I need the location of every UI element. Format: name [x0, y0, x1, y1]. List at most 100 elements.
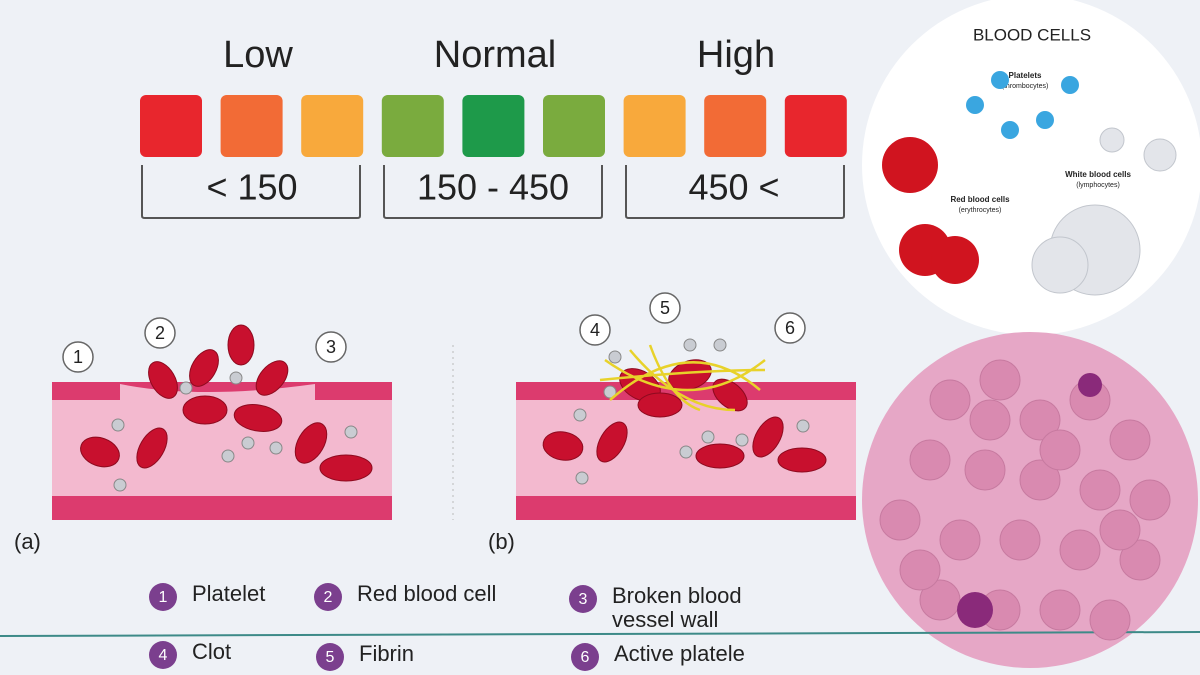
legend-label: Fibrin: [359, 641, 414, 666]
platelet: [113, 478, 127, 492]
red-cell: [695, 443, 745, 469]
white-cell: [1143, 138, 1177, 172]
legend-label: Platelet: [192, 581, 265, 606]
legend-badge: [149, 583, 177, 611]
legend-label: Red blood cell: [357, 581, 496, 606]
callout: [649, 292, 681, 324]
scale-swatch: [623, 95, 686, 157]
panel-label: (b): [488, 529, 515, 554]
red-cell: [189, 349, 219, 387]
platelet: [344, 425, 358, 439]
micrograph-cell: [919, 579, 961, 621]
red-cell: [148, 361, 178, 399]
platelet: [683, 338, 697, 352]
platelet: [608, 350, 622, 364]
legend-label: Clot: [192, 639, 231, 664]
micrograph-wbc: [1078, 373, 1102, 397]
scale-swatch: [301, 95, 364, 157]
red-cell: [596, 421, 628, 463]
micrograph-cell: [899, 549, 941, 591]
callout-number: 6: [785, 318, 795, 338]
platelet: [679, 445, 693, 459]
micrograph-cell: [964, 449, 1006, 491]
red-cell: [542, 431, 584, 461]
platelet: [713, 338, 727, 352]
platelet-icon: [1001, 121, 1019, 139]
legend-badge: [149, 641, 177, 669]
red-cell: [777, 447, 827, 473]
platelet: [179, 381, 193, 395]
platelet: [269, 441, 283, 455]
scale-swatch: [543, 95, 605, 157]
red-cell: [712, 378, 748, 412]
red-cell: [637, 392, 683, 418]
platelet: [796, 419, 810, 433]
inset-label: White blood cells: [1065, 170, 1131, 179]
legend-label: Active platele: [614, 641, 745, 666]
inset-title: BLOOD CELLS: [973, 25, 1091, 44]
callout-number: 5: [660, 298, 670, 318]
micrograph-cell: [1039, 429, 1081, 471]
callout-number: 4: [590, 320, 600, 340]
legend-badge: [314, 583, 342, 611]
range-bracket: [383, 165, 603, 219]
scale-range: 150 - 450: [417, 167, 569, 208]
red-cell: [80, 436, 120, 468]
panel-label: (a): [14, 529, 41, 554]
scale-swatch: [784, 95, 847, 157]
scale-swatch: [140, 95, 202, 157]
micrograph-cell: [1099, 509, 1141, 551]
red-cell: [233, 404, 283, 432]
red-cell: [182, 395, 228, 425]
micrograph-cell: [979, 359, 1021, 401]
micrograph-cell: [1019, 399, 1061, 441]
callout-number: 1: [73, 347, 83, 367]
red-cell: [294, 422, 328, 464]
vessel-a-wall: [52, 496, 392, 520]
platelet: [701, 430, 715, 444]
micrograph-cell: [929, 379, 971, 421]
callout-number: 3: [326, 337, 336, 357]
legend-number: 4: [159, 647, 168, 664]
inset-label: (lymphocytes): [1076, 182, 1120, 189]
platelet: [229, 371, 243, 385]
red-cell: [227, 324, 255, 366]
micrograph-cell: [1109, 419, 1151, 461]
inset-label: (thrombocytes): [1002, 83, 1049, 90]
callout-number: 2: [155, 323, 165, 343]
red-cell: [752, 416, 784, 458]
scale-range: 450 <: [688, 167, 779, 208]
rule: [0, 631, 1200, 637]
scale-label: Normal: [434, 34, 556, 76]
inset-label: Red blood cells: [950, 195, 1010, 204]
micrograph-cell: [1019, 459, 1061, 501]
callout: [315, 331, 347, 363]
inset-label: Platelets: [1009, 71, 1042, 80]
inset-label: (erythrocytes): [959, 207, 1002, 214]
callout: [144, 317, 176, 349]
legend-badge: [569, 585, 597, 613]
platelet: [735, 433, 749, 447]
scale-swatch: [462, 95, 525, 157]
platelet: [603, 385, 617, 399]
micrograph-cell: [1079, 469, 1121, 511]
red-cell: [931, 236, 979, 284]
range-bracket: [141, 165, 361, 219]
legend-label: vessel wall: [612, 607, 718, 632]
scale-label: Low: [223, 34, 293, 76]
scale-swatch: [381, 95, 444, 157]
legend-number: 2: [324, 589, 333, 606]
scale-label: High: [697, 34, 775, 76]
micrograph-cell: [999, 519, 1041, 561]
fibrin: [599, 344, 766, 412]
platelet-icon: [1036, 111, 1054, 129]
platelet: [221, 449, 235, 463]
callout: [774, 312, 806, 344]
micrograph-wbc: [957, 592, 993, 628]
callout: [579, 314, 611, 346]
range-bracket: [625, 165, 845, 219]
micrograph-cell: [879, 499, 921, 541]
white-cell: [1099, 127, 1125, 153]
platelet: [111, 418, 125, 432]
